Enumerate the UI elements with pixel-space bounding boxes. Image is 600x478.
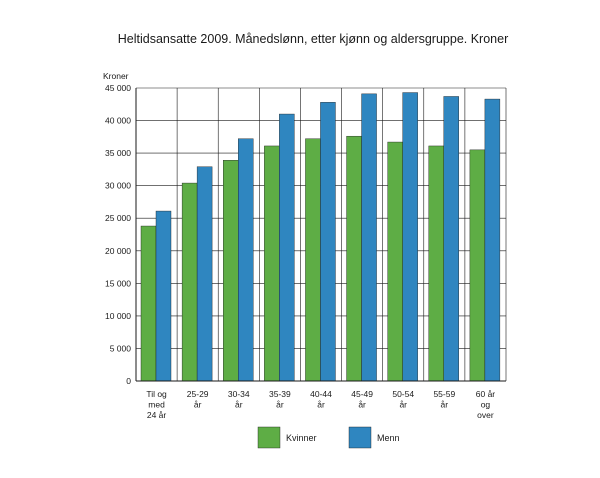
x-tick-label: 40-44 år [310,389,332,410]
y-tick-label: 40 000 [105,116,131,126]
bar-menn-0: Menn: 26100 [155,210,172,382]
bar-kvinner-4: Kvinner: 37200 [305,138,321,382]
bar-menn-5: Menn: 44100 [361,93,377,382]
y-tick-label: 25 000 [105,213,131,223]
x-tick-label: 60 år og over [476,389,496,420]
bar-kvinner-6: Kvinner: 36700 [387,141,403,382]
bar-kvinner-7: Kvinner: 36100 [428,145,444,382]
x-tick-label: 45-49 år [351,389,373,410]
y-tick-label: 15 000 [105,278,131,288]
bar-menn-4: Menn: 42800 [320,102,336,382]
legend-swatch-kvinner [257,426,281,449]
bar-menn-2: Menn: 37200 [238,138,254,382]
y-tick-label: 0 [126,376,131,386]
y-tick-label: 10 000 [105,311,131,321]
y-tick-label: 20 000 [105,246,131,256]
x-tick-label: 25-29 år [187,389,209,410]
bar-menn-1: Menn: 32900 [196,166,213,382]
axes [135,88,506,382]
x-tick-label: 30-34 år [228,389,250,410]
x-tick-label: 50-54 år [392,389,414,410]
bars: Kvinner: 23800Menn: 26100Kvinner: 30400M… [140,92,501,382]
bar-kvinner-0: Kvinner: 23800 [140,225,157,382]
x-categories: Til og med 24 år 25-29 år 30-34 år 35-39 år 40-44… [146,389,495,420]
bar-kvinner-2: Kvinner: 33900 [223,160,239,382]
x-tick-label: 55-59 år [433,389,455,410]
y-tick-label: 30 000 [105,181,131,191]
y-tick-label: 45 000 [105,83,131,93]
bar-kvinner-3: Kvinner: 36100 [264,145,280,382]
legend: Kvinner Menn [257,426,400,449]
legend-label-kvinner: Kvinner [286,433,317,443]
bar-kvinner-1: Kvinner: 30400 [181,182,198,382]
chart-title: Heltidsansatte 2009. Månedslønn, etter k… [118,32,509,46]
bar-menn-6: Menn: 44300 [402,92,418,382]
y-ticks: 0 5 000 10 000 15 000 20 000 25 000 30 000 35 0… [105,83,131,386]
bar-menn-8: Menn: 43300 [484,98,501,382]
bar-kvinner-8: Kvinner: 35500 [469,149,486,382]
y-tick-label: 5 000 [110,343,132,353]
bar-kvinner-5: Kvinner: 37600 [346,135,362,382]
legend-label-menn: Menn [377,433,400,443]
bar-menn-7: Menn: 43700 [443,96,459,382]
x-tick-label: 35-39 år [269,389,291,410]
bar-menn-3: Menn: 41000 [279,113,295,382]
x-tick-label: Til og med 24 år [146,389,167,420]
y-tick-label: 35 000 [105,148,131,158]
y-axis-label: Kroner [103,71,129,81]
legend-swatch-menn [348,426,372,449]
